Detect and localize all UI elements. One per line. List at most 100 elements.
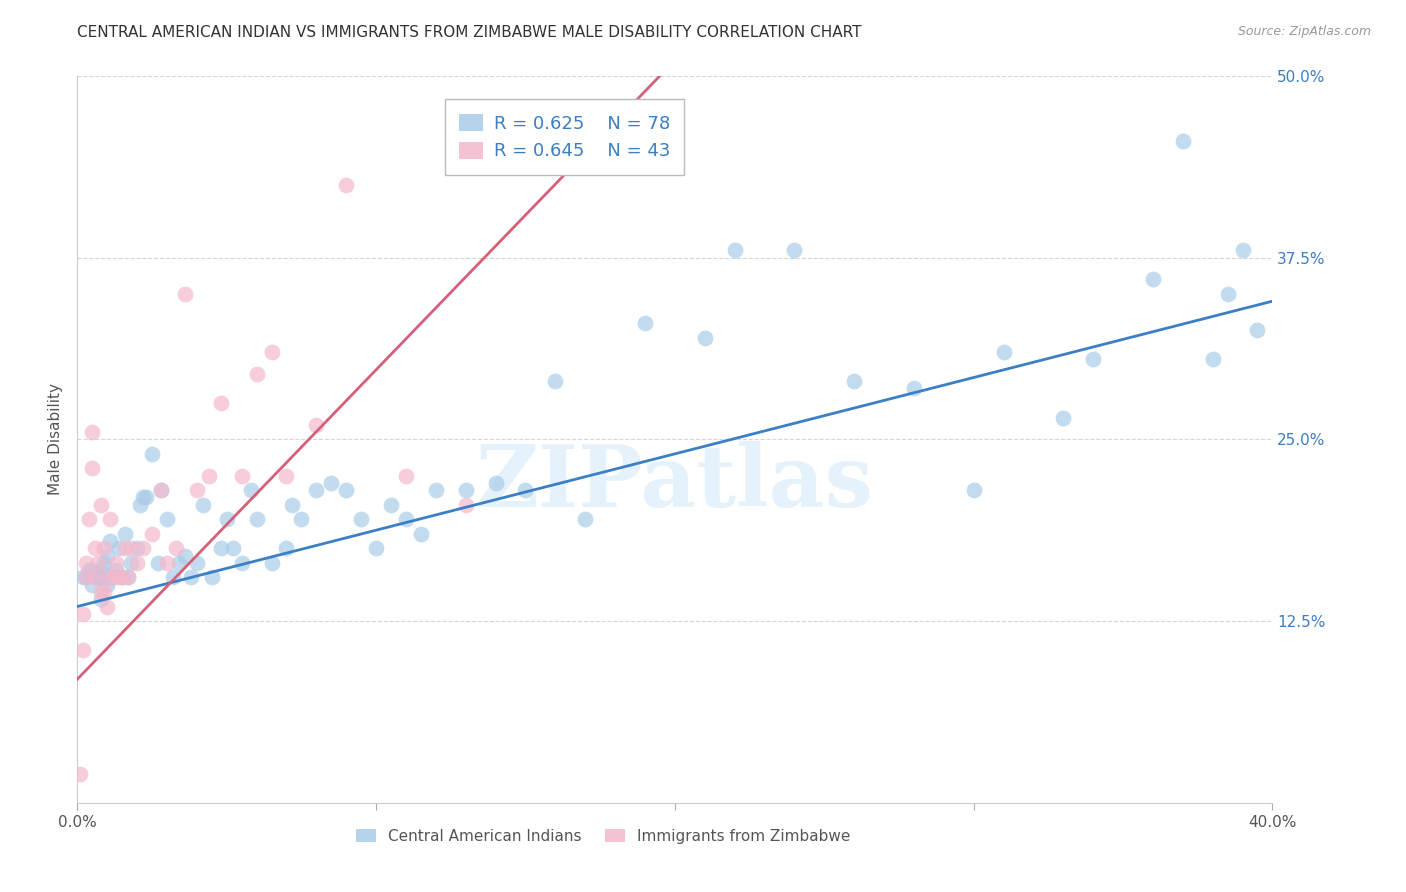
Point bbox=[120, 556, 142, 570]
Point bbox=[380, 498, 402, 512]
Point bbox=[84, 541, 107, 556]
Point bbox=[96, 549, 118, 563]
Point bbox=[260, 556, 283, 570]
Point bbox=[305, 483, 328, 498]
Point bbox=[87, 570, 110, 584]
Point bbox=[111, 570, 134, 584]
Point bbox=[98, 570, 121, 584]
Point bbox=[350, 512, 373, 526]
Point bbox=[1216, 287, 1239, 301]
Point bbox=[90, 563, 112, 577]
Point bbox=[409, 526, 432, 541]
Point bbox=[454, 498, 477, 512]
Point bbox=[1142, 272, 1164, 286]
Point bbox=[290, 512, 312, 526]
Point bbox=[93, 541, 115, 556]
Point bbox=[90, 585, 112, 599]
Point bbox=[395, 512, 418, 526]
Point bbox=[174, 287, 197, 301]
Point bbox=[87, 570, 110, 584]
Point bbox=[844, 374, 866, 388]
Point bbox=[84, 570, 107, 584]
Text: Source: ZipAtlas.com: Source: ZipAtlas.com bbox=[1237, 25, 1371, 38]
Point bbox=[72, 607, 94, 621]
Point bbox=[93, 570, 115, 584]
Point bbox=[276, 541, 298, 556]
Point bbox=[174, 549, 197, 563]
Point bbox=[75, 556, 97, 570]
Point bbox=[114, 526, 136, 541]
Point bbox=[260, 345, 283, 359]
Point bbox=[454, 483, 477, 498]
Point bbox=[366, 541, 388, 556]
Point bbox=[96, 578, 118, 592]
Point bbox=[903, 381, 925, 395]
Point bbox=[156, 512, 179, 526]
Point bbox=[108, 541, 131, 556]
Point bbox=[75, 570, 97, 584]
Point bbox=[246, 367, 269, 381]
Point bbox=[186, 483, 208, 498]
Text: ZIPatlas: ZIPatlas bbox=[475, 441, 875, 524]
Point bbox=[98, 534, 121, 549]
Point bbox=[485, 475, 508, 490]
Point bbox=[96, 570, 118, 584]
Point bbox=[82, 578, 104, 592]
Point bbox=[103, 570, 124, 584]
Point bbox=[117, 570, 139, 584]
Point bbox=[82, 461, 104, 475]
Point bbox=[201, 570, 224, 584]
Point bbox=[93, 585, 115, 599]
Point bbox=[1246, 323, 1268, 337]
Legend: Central American Indians, Immigrants from Zimbabwe: Central American Indians, Immigrants fro… bbox=[350, 822, 856, 850]
Point bbox=[693, 330, 716, 344]
Point bbox=[215, 512, 238, 526]
Point bbox=[963, 483, 986, 498]
Point bbox=[724, 244, 747, 258]
Point bbox=[222, 541, 245, 556]
Point bbox=[197, 468, 219, 483]
Point bbox=[72, 570, 94, 584]
Point bbox=[98, 512, 121, 526]
Point bbox=[783, 244, 806, 258]
Point bbox=[246, 512, 269, 526]
Point bbox=[165, 541, 187, 556]
Point bbox=[108, 570, 131, 584]
Point bbox=[544, 374, 567, 388]
Point bbox=[1232, 244, 1254, 258]
Point bbox=[1052, 410, 1074, 425]
Point bbox=[634, 316, 657, 330]
Point bbox=[150, 483, 173, 498]
Point bbox=[127, 541, 149, 556]
Point bbox=[209, 396, 232, 410]
Point bbox=[239, 483, 262, 498]
Y-axis label: Male Disability: Male Disability bbox=[48, 384, 63, 495]
Point bbox=[180, 570, 202, 584]
Point bbox=[69, 766, 91, 780]
Point bbox=[117, 570, 139, 584]
Point bbox=[162, 570, 184, 584]
Point bbox=[209, 541, 232, 556]
Point bbox=[120, 541, 142, 556]
Point bbox=[127, 556, 149, 570]
Point bbox=[335, 483, 357, 498]
Text: CENTRAL AMERICAN INDIAN VS IMMIGRANTS FROM ZIMBABWE MALE DISABILITY CORRELATION : CENTRAL AMERICAN INDIAN VS IMMIGRANTS FR… bbox=[77, 25, 862, 40]
Point bbox=[111, 570, 134, 584]
Point bbox=[129, 498, 152, 512]
Point bbox=[132, 541, 155, 556]
Point bbox=[79, 563, 101, 577]
Point bbox=[141, 526, 163, 541]
Point bbox=[231, 468, 253, 483]
Point bbox=[132, 491, 155, 505]
Point bbox=[105, 563, 128, 577]
Point bbox=[335, 178, 357, 192]
Point bbox=[72, 643, 94, 657]
Point bbox=[84, 570, 107, 584]
Point bbox=[114, 541, 136, 556]
Point bbox=[515, 483, 537, 498]
Point bbox=[90, 592, 112, 607]
Point bbox=[135, 491, 157, 505]
Point bbox=[231, 556, 253, 570]
Point bbox=[993, 345, 1015, 359]
Point bbox=[1083, 352, 1105, 367]
